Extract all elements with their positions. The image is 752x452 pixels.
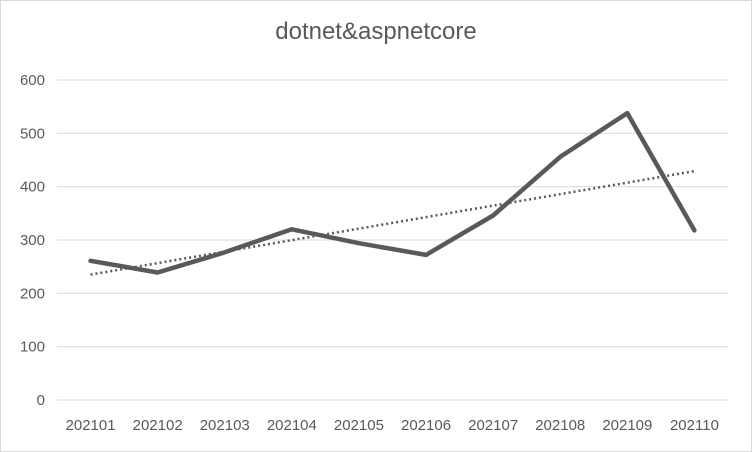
chart-title: dotnet&aspnetcore bbox=[275, 18, 477, 45]
y-tick-label: 200 bbox=[20, 285, 45, 302]
x-tick-label: 202101 bbox=[66, 417, 116, 434]
x-tick-label: 202105 bbox=[334, 417, 384, 434]
x-tick-label: 202104 bbox=[267, 417, 317, 434]
y-tick-label: 500 bbox=[20, 125, 45, 142]
x-tick-label: 202106 bbox=[401, 417, 451, 434]
x-tick-label: 202107 bbox=[468, 417, 518, 434]
y-tick-label: 400 bbox=[20, 179, 45, 196]
x-tick-label: 202103 bbox=[200, 417, 250, 434]
y-tick-label: 0 bbox=[37, 392, 45, 409]
x-tick-label: 202108 bbox=[535, 417, 585, 434]
x-tick-label: 202109 bbox=[602, 417, 652, 434]
x-tick-label: 202110 bbox=[670, 417, 719, 434]
series-line bbox=[88, 110, 697, 275]
y-tick-label: 100 bbox=[20, 339, 45, 356]
x-tick-label: 202102 bbox=[133, 417, 183, 434]
y-tick-label: 300 bbox=[20, 232, 45, 249]
trendline bbox=[90, 169, 695, 276]
y-tick-label: 600 bbox=[20, 72, 45, 89]
